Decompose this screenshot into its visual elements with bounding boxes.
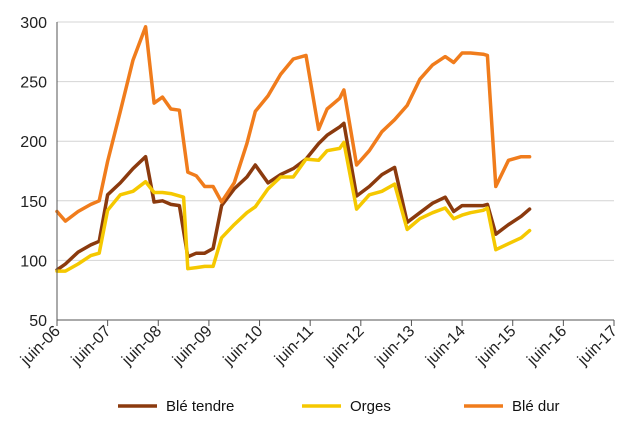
x-tick-label: juin-08 [118,323,165,370]
legend-label: Blé tendre [166,398,234,415]
y-tick-label: 100 [20,253,47,270]
y-tick-label: 300 [20,15,47,32]
series-layer [55,25,532,273]
x-tick-label: juin-15 [473,323,520,370]
x-tick-label: juin-14 [422,323,469,370]
x-tick-label: juin-13 [372,323,419,370]
series-line-ble-dur [55,25,532,223]
x-tick-label: juin-11 [271,323,317,369]
x-tick-label: juin-07 [68,323,115,370]
legend: Blé tendre Orges Blé dur [118,398,560,415]
x-tick-label: juin-12 [321,323,368,370]
legend-label: Blé dur [512,398,560,415]
y-tick-label: 150 [20,194,47,211]
x-tick-label: juin-10 [220,323,267,370]
x-tick-label: juin-09 [169,323,216,370]
legend-label: Orges [350,398,391,415]
series-line-ble-tendre [55,121,532,272]
y-tick-label: 50 [29,313,47,330]
y-tick-label: 200 [20,134,47,151]
grid-layer [57,21,614,321]
series-line-orges [55,140,532,273]
x-tick-label: juin-16 [524,323,571,370]
x-tick-label: juin-17 [574,323,618,370]
y-tick-label: 250 [20,75,47,92]
